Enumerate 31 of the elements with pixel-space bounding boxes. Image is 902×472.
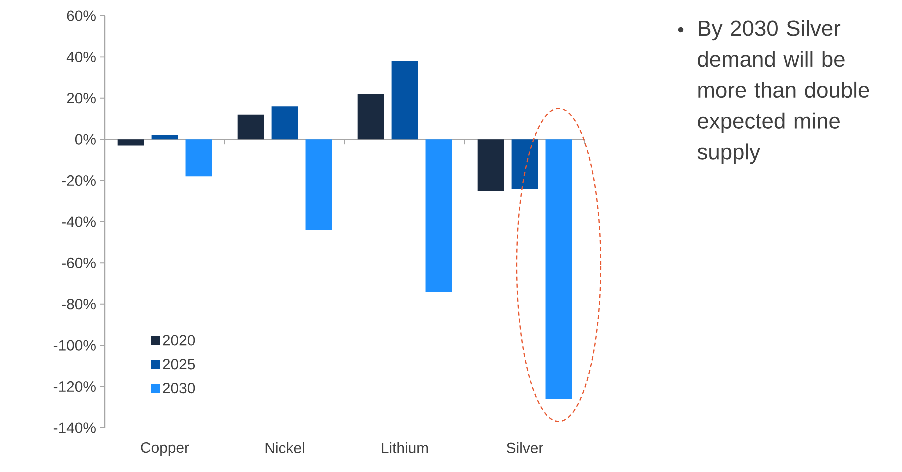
- bar: [272, 106, 298, 140]
- y-tick-label: 0%: [75, 134, 96, 145]
- bar: [546, 140, 572, 400]
- legend-label: 2030: [163, 383, 196, 394]
- text: By 2030 Silver demand will be more than double expected mine supply: [698, 20, 870, 164]
- bar: [186, 140, 212, 177]
- x-tick-label: Copper: [141, 442, 190, 456]
- y-tick-label: -40%: [62, 216, 96, 228]
- bar: [392, 61, 418, 140]
- bar: [118, 140, 144, 146]
- x-tick-label: Lithium: [382, 442, 428, 454]
- bar: [426, 140, 452, 292]
- y-tick-label: -120%: [54, 381, 96, 392]
- y-tick-label: 20%: [67, 93, 96, 104]
- y-tick-label: -140%: [54, 422, 96, 434]
- y-tick-label: 40%: [66, 52, 96, 62]
- bar: [512, 140, 538, 190]
- legend-label: 2025: [163, 359, 196, 370]
- x-tick-label: Silver: [507, 442, 544, 454]
- bar: [358, 94, 384, 140]
- bar: [306, 140, 332, 230]
- legend-label: 2020: [163, 335, 196, 346]
- y-tick-label: -60%: [62, 258, 96, 268]
- x-tick-label: Nickel: [266, 442, 304, 454]
- y-tick-label: -100%: [54, 340, 96, 351]
- bar: [152, 135, 178, 140]
- bar: [238, 114, 264, 140]
- y-tick-label: 60%: [67, 10, 96, 22]
- y-tick-label: -20%: [62, 175, 96, 186]
- bar: [478, 140, 504, 192]
- y-tick-label: -80%: [62, 299, 96, 310]
